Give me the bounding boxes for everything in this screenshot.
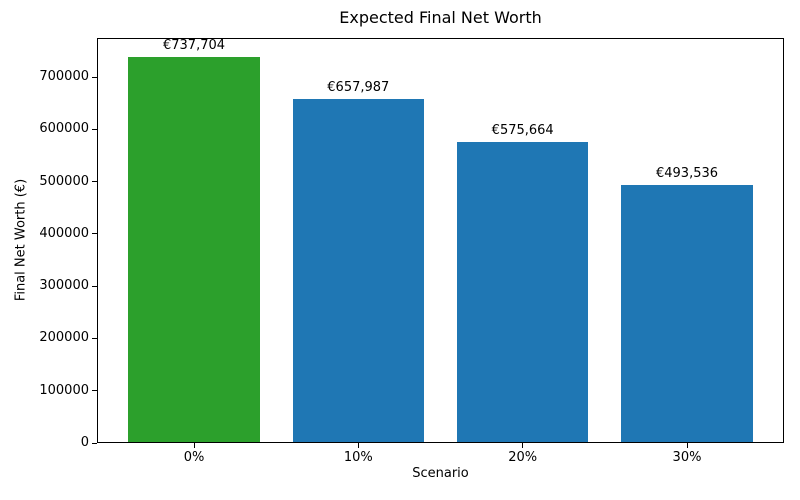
y-tick-label: 200000 <box>39 330 89 346</box>
x-tick-mark <box>357 443 359 448</box>
y-tick-label: 500000 <box>39 173 89 189</box>
x-tick-mark <box>686 443 688 448</box>
y-tick-mark <box>92 76 97 78</box>
bar-value-label: €575,664 <box>491 123 554 138</box>
y-tick-mark <box>92 390 97 392</box>
x-tick-mark <box>193 443 195 448</box>
x-axis-label: Scenario <box>412 466 469 481</box>
x-tick-mark <box>522 443 524 448</box>
y-tick-label: 700000 <box>39 69 89 84</box>
bar-20% <box>456 142 589 443</box>
plot-area: €737,704 €657,987 €575,664 €493,536 <box>97 38 784 443</box>
y-tick-mark <box>92 233 97 235</box>
x-tick-label: 30% <box>672 450 702 465</box>
y-tick-label: 300000 <box>39 278 89 294</box>
y-tick-mark <box>92 285 97 287</box>
x-tick-label: 0% <box>183 450 205 465</box>
chart-title: Expected Final Net Worth <box>339 8 542 27</box>
bar-value-label: €657,987 <box>327 80 390 95</box>
y-tick-mark <box>92 181 97 183</box>
x-tick-label: 20% <box>508 450 538 465</box>
bar-30% <box>621 185 753 443</box>
y-tick-label: 0 <box>80 435 89 450</box>
y-tick-label: 400000 <box>39 225 89 241</box>
x-tick-label: 10% <box>343 450 373 465</box>
bar-value-label: €493,536 <box>655 166 719 181</box>
y-tick-mark <box>92 337 97 339</box>
y-tick-label: 600000 <box>39 121 89 137</box>
bar-10% <box>292 99 425 443</box>
y-tick-mark <box>92 128 97 130</box>
y-tick-mark <box>92 442 97 444</box>
bar-0% <box>128 57 260 443</box>
y-tick-label: 100000 <box>39 382 89 398</box>
bar-value-label: €737,704 <box>162 38 226 54</box>
